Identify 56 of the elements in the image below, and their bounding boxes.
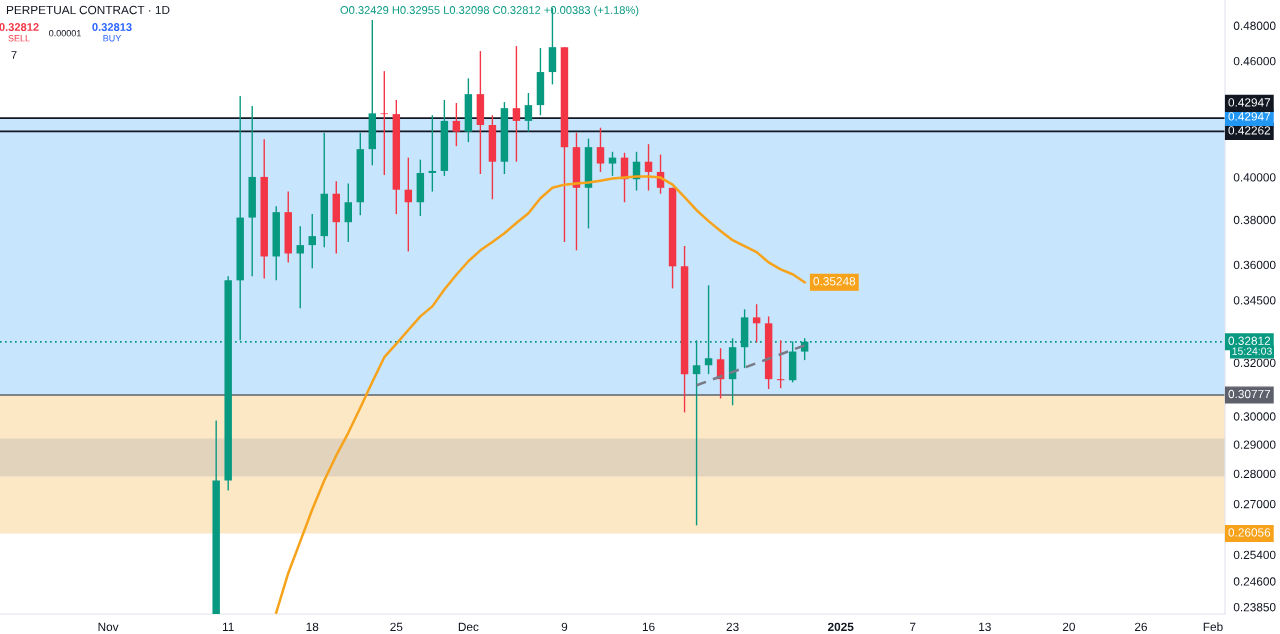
candlestick: [524, 92, 533, 133]
candlestick: [644, 143, 653, 192]
y-tick-label: 0.23850: [1233, 603, 1276, 612]
x-tick-label: 16: [642, 622, 655, 631]
y-tick-label: 0.40000: [1233, 173, 1276, 182]
candlestick: [428, 114, 437, 193]
x-tick-label: Dec: [458, 622, 479, 631]
annotation: 7: [11, 51, 17, 59]
annotation: BUY: [103, 35, 122, 42]
y-tick-label: 0.32000: [1233, 358, 1276, 368]
candlestick: [608, 151, 617, 177]
y-tick-label: 0.34500: [1233, 296, 1276, 305]
x-tick-label: Feb: [1203, 622, 1223, 631]
x-tick-label: 20: [1062, 622, 1075, 631]
annotation: 0.32813: [92, 23, 132, 31]
data-label: 0.35248: [813, 277, 856, 286]
y-tick-label: 0.38000: [1233, 215, 1276, 225]
y-tick-label: 0.25400: [1233, 550, 1276, 560]
annotation: 0.00001: [49, 30, 81, 37]
x-tick-label: 7: [910, 622, 916, 631]
candlestick: [596, 127, 605, 173]
band-label: 0.42947: [1228, 112, 1271, 121]
band-label: 0.26056: [1228, 528, 1271, 537]
y-tick-label: 0.46000: [1233, 56, 1276, 66]
ref-line-label: 0.42262: [1228, 126, 1271, 135]
x-tick-label: 13: [979, 622, 991, 631]
y-tick-label: 0.29000: [1233, 440, 1276, 449]
candlestick: [452, 102, 461, 147]
y-tick-label: 0.24600: [1233, 577, 1276, 586]
y-tick-label: 0.36000: [1233, 260, 1276, 270]
y-tick-label: 0.27000: [1233, 499, 1276, 509]
y-tick-label: 0.48000: [1233, 21, 1276, 30]
candlestick: [308, 213, 316, 269]
x-tick-label: 18: [306, 622, 319, 631]
chart-title: PERPETUAL CONTRACT · 1D: [6, 5, 170, 15]
y-tick-label: 0.30000: [1233, 412, 1276, 421]
candlestick: [296, 225, 304, 310]
x-tick-label: 2025: [827, 622, 854, 631]
ref-line-label: 0.42947: [1228, 98, 1271, 107]
x-tick-label: 23: [726, 622, 739, 631]
candlestick: [512, 45, 521, 163]
x-tick-label: 9: [561, 622, 568, 631]
x-tick-label: Nov: [98, 622, 119, 631]
candlestick: [752, 303, 761, 344]
ref-line-label: 0.32812: [1228, 336, 1271, 345]
text: 15:24:03: [1232, 347, 1272, 355]
x-tick-label: 11: [222, 622, 234, 631]
annotation: SELL: [8, 35, 30, 42]
candlestick: [344, 182, 353, 243]
x-tick-label: 26: [1134, 622, 1147, 631]
x-tick-label: 25: [390, 622, 403, 631]
ref-line-label: 0.30777: [1228, 389, 1271, 399]
candlestick: [404, 156, 413, 253]
annotation: 0.32812: [0, 23, 39, 31]
candlestick: [380, 70, 389, 176]
y-tick-label: 0.28000: [1233, 469, 1276, 479]
